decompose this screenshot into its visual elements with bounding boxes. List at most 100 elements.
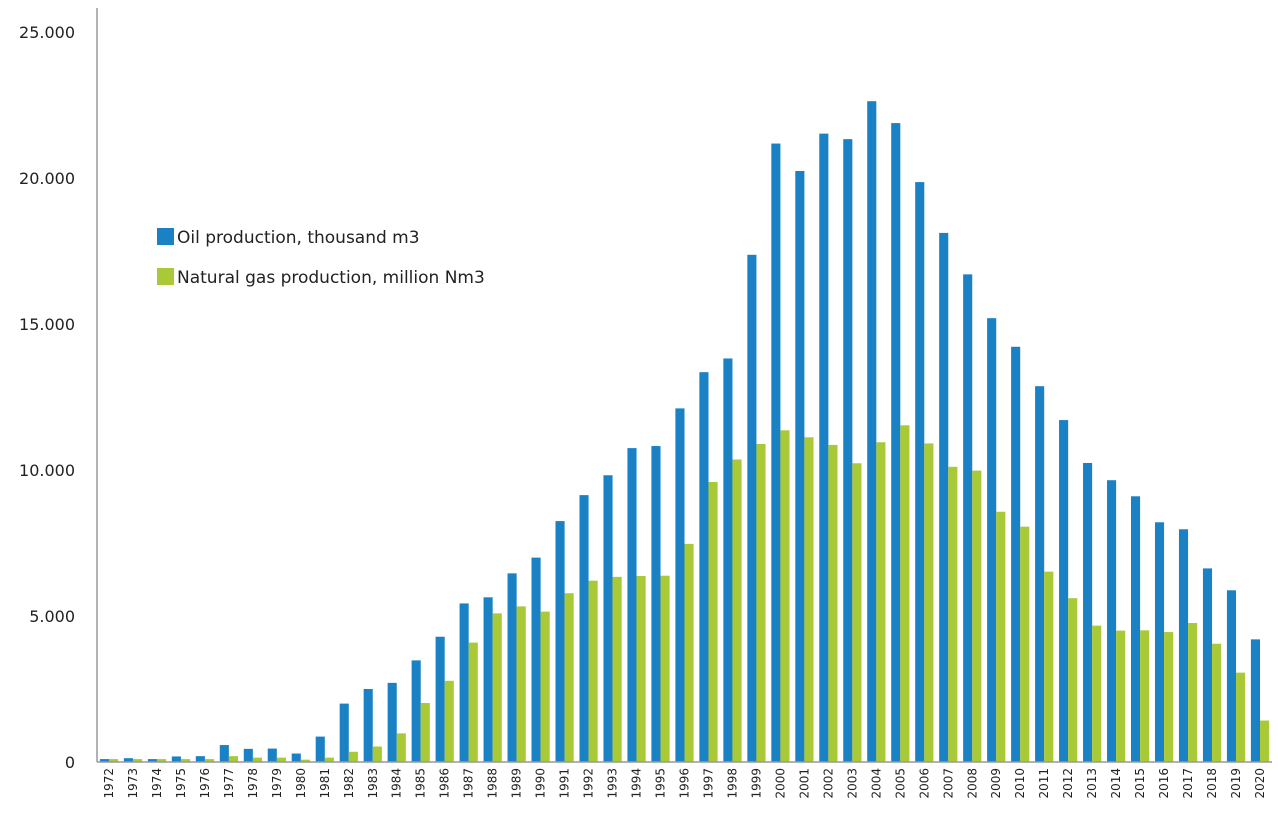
bar-gas-1995: [660, 575, 670, 762]
bar-gas-1977: [228, 756, 238, 762]
bar-oil-1975: [171, 756, 181, 762]
bar-gas-1991: [564, 593, 574, 762]
x-tick-label: 2018: [1205, 768, 1219, 799]
bar-gas-2003: [852, 463, 862, 762]
bar-gas-1976: [204, 759, 215, 762]
bar-gas-1992: [588, 580, 598, 762]
bar-oil-2014: [1107, 480, 1117, 762]
bar-oil-1989: [507, 573, 517, 762]
bar-gas-1980: [300, 759, 310, 762]
bar-gas-2020: [1260, 720, 1270, 762]
bar-gas-1990: [540, 611, 550, 762]
bar-gas-1975: [180, 759, 191, 762]
x-tick-label: 1985: [414, 768, 428, 799]
bar-oil-1986: [435, 636, 445, 762]
x-tick-label: 2003: [845, 768, 859, 799]
bar-gas-1989: [516, 606, 526, 762]
y-tick-label: 20.000: [19, 169, 75, 188]
bar-gas-1985: [420, 703, 430, 762]
bar-gas-2012: [1068, 598, 1078, 762]
bar-gas-2018: [1212, 643, 1222, 762]
bar-oil-2017: [1178, 529, 1189, 762]
bar-gas-2002: [828, 444, 838, 762]
bar-oil-1972: [99, 759, 109, 762]
bar-gas-2016: [1164, 632, 1174, 762]
x-tick-label: 1980: [294, 768, 308, 799]
bar-oil-1994: [627, 448, 637, 762]
x-tick-label: 1986: [438, 768, 452, 799]
bar-gas-1978: [252, 757, 262, 762]
legend-swatch-gas: [157, 268, 174, 285]
bar-gas-2000: [780, 430, 790, 762]
bar-oil-1995: [651, 446, 661, 762]
x-tick-label: 1987: [462, 768, 476, 799]
x-tick-label: 1972: [102, 768, 116, 799]
legend-swatch-oil: [157, 228, 174, 245]
x-tick-label: 2013: [1085, 768, 1099, 799]
bar-oil-2016: [1154, 522, 1165, 762]
bar-oil-1979: [267, 748, 277, 762]
bar-oil-2007: [939, 232, 949, 762]
bar-gas-1984: [396, 733, 406, 762]
bar-gas-1974: [156, 759, 167, 762]
bar-oil-1984: [387, 682, 397, 762]
x-tick-label: 1988: [486, 768, 500, 799]
x-tick-label: 2001: [797, 768, 811, 799]
y-tick-label: 25.000: [19, 23, 75, 42]
x-tick-label: 2005: [893, 768, 907, 799]
bar-oil-2005: [891, 123, 901, 763]
bar-oil-2003: [843, 139, 853, 762]
bar-gas-1988: [492, 613, 502, 762]
bar-gas-2019: [1236, 672, 1246, 762]
bar-gas-2005: [900, 425, 910, 762]
bar-gas-2008: [972, 470, 982, 762]
x-tick-label: 2012: [1061, 768, 1075, 799]
x-tick-label: 1978: [246, 768, 260, 799]
x-tick-label: 1990: [534, 768, 548, 799]
x-tick-label: 2020: [1253, 768, 1267, 799]
bar-gas-1972: [108, 759, 119, 762]
bar-oil-1978: [243, 748, 253, 762]
x-tick-label: 1981: [318, 768, 332, 799]
bar-oil-2020: [1250, 639, 1261, 762]
bar-gas-1982: [348, 751, 358, 762]
bar-oil-2018: [1202, 568, 1213, 762]
bar-oil-2011: [1035, 386, 1045, 762]
bar-gas-2004: [876, 442, 886, 762]
bar-oil-1976: [195, 756, 205, 762]
bar-gas-1997: [708, 481, 718, 762]
bars: [99, 101, 1270, 763]
bar-oil-2019: [1226, 590, 1237, 762]
x-tick-label: 1991: [558, 768, 572, 799]
bar-gas-1999: [756, 444, 766, 762]
bar-oil-1990: [531, 557, 541, 762]
bar-oil-2002: [819, 133, 829, 762]
x-tick-label: 2011: [1037, 768, 1051, 799]
x-tick-label: 1992: [582, 768, 596, 799]
bar-oil-2006: [915, 182, 925, 763]
bar-oil-2009: [987, 318, 997, 762]
x-tick-label: 2004: [869, 768, 883, 799]
y-axis-ticks: 0 5.000 10.000 15.000 20.000 25.000: [19, 23, 75, 772]
x-tick-label: 2000: [773, 768, 787, 799]
y-tick-label: 10.000: [19, 461, 75, 480]
x-tick-label: 1989: [510, 768, 524, 799]
bar-gas-2015: [1140, 630, 1150, 762]
x-tick-label: 1975: [174, 768, 188, 799]
bar-gas-2013: [1092, 625, 1102, 762]
bar-oil-1985: [411, 660, 421, 762]
bar-gas-2006: [924, 443, 934, 762]
bar-gas-1987: [468, 642, 478, 762]
bar-oil-1997: [699, 372, 709, 762]
bar-oil-2012: [1059, 420, 1069, 762]
bar-gas-2001: [804, 437, 814, 762]
bar-gas-1981: [324, 757, 334, 762]
y-tick-label: 0: [65, 753, 75, 772]
x-axis-ticks: 1972 1973 1974 1975 1976 1977 1978 1979 1980 1981…: [102, 768, 1267, 799]
x-tick-label: 2017: [1181, 768, 1195, 799]
x-tick-label: 2006: [917, 768, 931, 799]
x-tick-label: 1984: [390, 768, 404, 799]
x-tick-label: 2008: [965, 768, 979, 799]
x-tick-label: 1993: [606, 768, 620, 799]
